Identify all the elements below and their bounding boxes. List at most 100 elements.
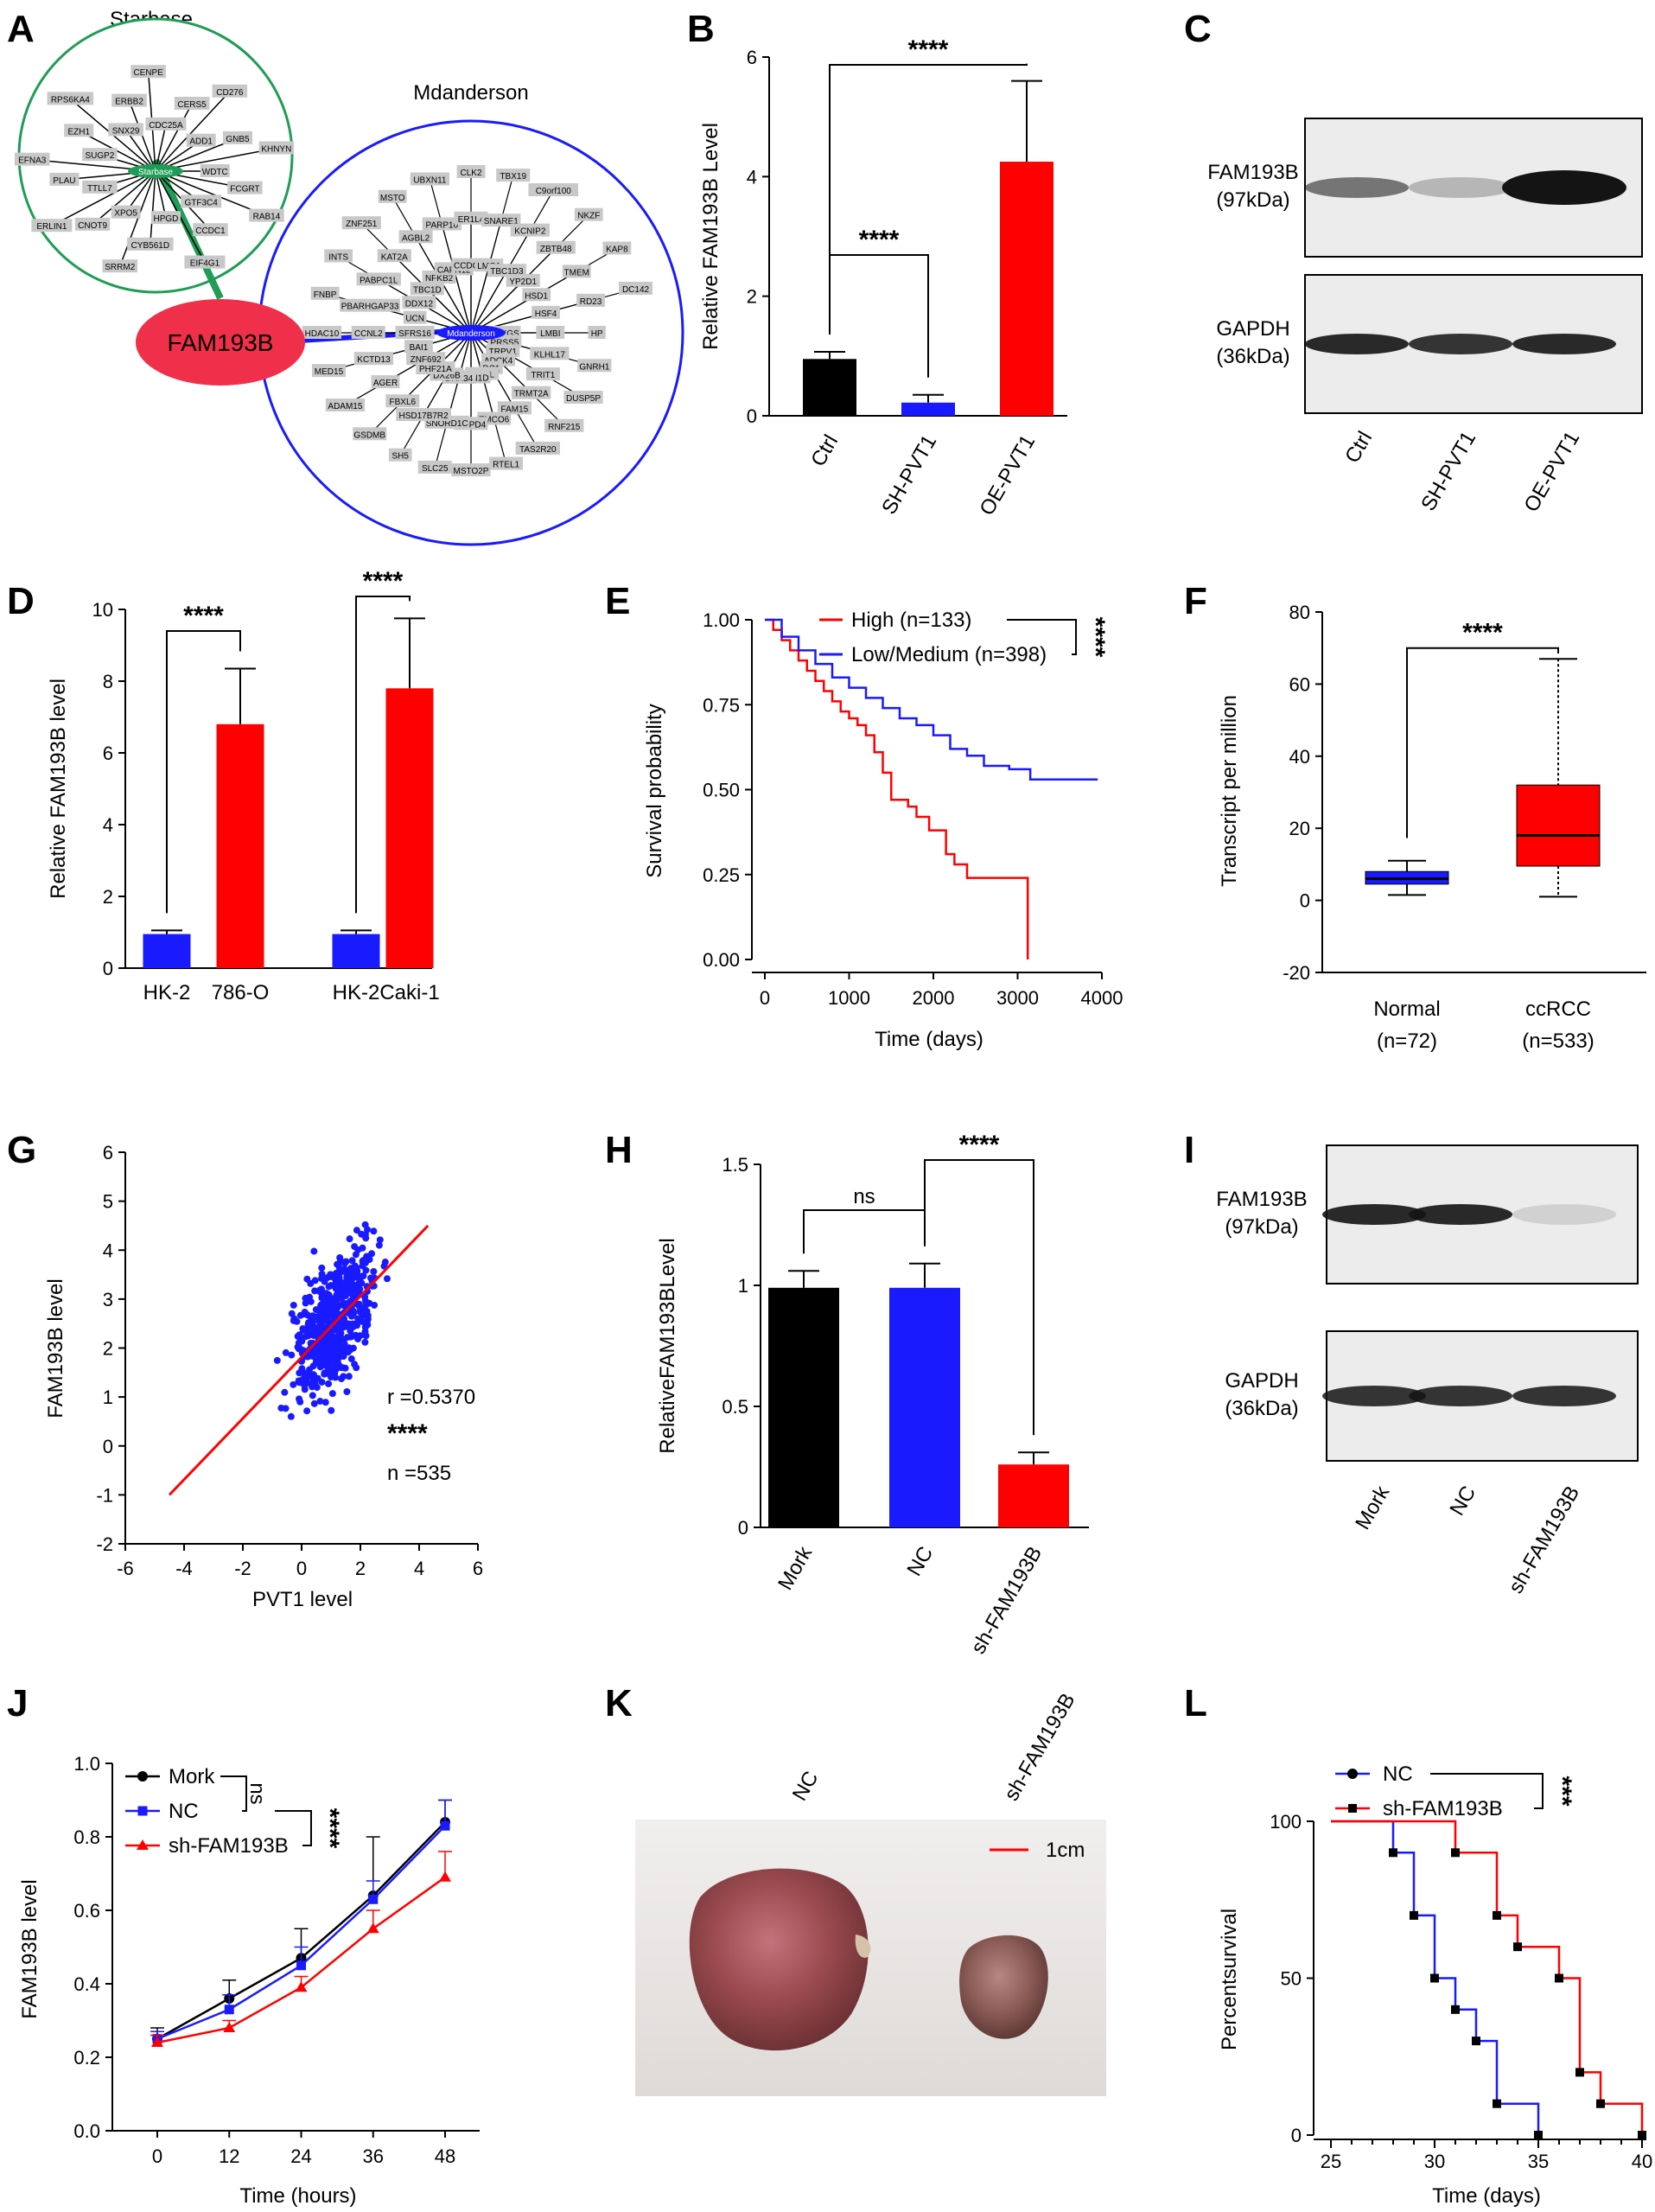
- significance-bracket: [924, 1159, 1034, 1436]
- x-tick-label: 40: [1632, 2151, 1652, 2172]
- node-label: HDAC10: [305, 329, 340, 339]
- marker: [223, 2022, 236, 2032]
- x-tick-label: HK-2: [143, 981, 191, 1004]
- scatter-point: [287, 1412, 295, 1420]
- node-box: [532, 305, 560, 319]
- y-axis-label: Transcript per million: [1218, 695, 1241, 887]
- y-axis-label: Relative FAM193B Level: [699, 123, 722, 350]
- scatter-point: [363, 1308, 371, 1316]
- node-box: [489, 456, 524, 470]
- node-label: KHNYN: [261, 144, 291, 154]
- node-box: [302, 326, 342, 339]
- y-tick-label: 0.25: [703, 864, 740, 886]
- node-label: UCN: [405, 315, 424, 324]
- scatter-point: [302, 1299, 309, 1307]
- scatter-point: [326, 1294, 334, 1302]
- photo-label-nc: NC: [788, 1767, 824, 1805]
- hub-label: FAM193B: [168, 329, 274, 356]
- scatter-point: [348, 1257, 356, 1265]
- edge: [470, 332, 507, 464]
- scatter-point: [313, 1324, 321, 1332]
- scatter-point: [315, 1306, 322, 1314]
- node-box: [371, 375, 400, 389]
- node-label: YP2D1: [509, 277, 537, 287]
- scatter-point: [344, 1344, 352, 1352]
- y-tick-label: 1.0: [73, 1753, 100, 1775]
- legend-marker: [1348, 1804, 1357, 1813]
- node-label: GNRH1: [579, 362, 609, 372]
- bar-3: [385, 688, 434, 968]
- x-tick-label: Ctrl: [806, 431, 843, 471]
- band-row1-lane1: [1409, 334, 1512, 354]
- scatter-point: [366, 1299, 373, 1307]
- lane-label: sh-FAM193B: [1504, 1482, 1584, 1598]
- node-label: EZH1: [67, 127, 90, 137]
- node-box: [82, 180, 118, 194]
- panel-h-bar-chart: 0 0.5 1 1.5 RelativeFAM193BLevel Mork NC sh-FAM…: [656, 1131, 1089, 1658]
- panel-g-scatter-plot: -2 -1 0 1 2 3 4 5 6 -6 -4 -2 0 2 4 6 FAM193B level PVT1 l…: [44, 1142, 483, 1611]
- scatter-point: [315, 1357, 322, 1365]
- band-row0-lane1: [1409, 1204, 1512, 1225]
- scatter-point: [345, 1271, 353, 1278]
- scatter-point: [309, 1379, 317, 1386]
- node-label: AGER: [373, 379, 398, 388]
- scatter-point: [355, 1300, 363, 1308]
- node-box: [258, 141, 295, 155]
- node-box: [417, 460, 452, 474]
- scatter-point: [340, 1373, 347, 1380]
- y-tick-label: 6: [103, 743, 113, 764]
- band-row1-lane2: [1512, 334, 1616, 354]
- panel-l-survival-curve: 0 50 100 25 30 35 40 Percentsurvival Time (days)…: [1218, 1763, 1652, 2208]
- legend-label: NC: [1383, 1763, 1413, 1786]
- y-tick-label: 0.5: [722, 1396, 748, 1418]
- blot-kda-label: (36kDa): [1225, 1397, 1298, 1420]
- blot-protein-label: GAPDH: [1225, 1369, 1298, 1393]
- y-tick-label: 0: [1300, 890, 1310, 912]
- band-row0-lane0: [1305, 177, 1409, 198]
- lane-label: SH-PVT1: [1416, 428, 1480, 515]
- legend-marker: [137, 1839, 149, 1850]
- node-box: [377, 249, 411, 263]
- x-tick-label: Normal: [1373, 998, 1440, 1021]
- scatter-point: [306, 1366, 314, 1374]
- node-box: [31, 219, 73, 233]
- y-tick-label: 0.75: [703, 694, 740, 716]
- scatter-point: [321, 1294, 328, 1302]
- scatter-point: [362, 1332, 370, 1340]
- scatter-point: [337, 1257, 345, 1265]
- node-label: NKZF: [577, 212, 600, 221]
- legend-marker: [137, 1806, 148, 1816]
- y-tick-label: 20: [1289, 818, 1310, 839]
- node-box: [588, 326, 606, 339]
- blot-protein-label: FAM193B: [1216, 1188, 1307, 1211]
- km-series-1: [765, 618, 1098, 781]
- node-label: TBC1D3: [490, 267, 524, 277]
- y-axis-label: Relative FAM193B level: [47, 679, 70, 899]
- marker: [366, 1922, 379, 1934]
- node-label: XPO5: [114, 209, 137, 219]
- node-box: [181, 194, 222, 208]
- x-tick-label: 30: [1424, 2151, 1445, 2172]
- node-label: HPGD: [153, 214, 178, 224]
- node-label: CENPE: [133, 68, 163, 78]
- scatter-point: [288, 1351, 296, 1359]
- panel-letter-i: I: [1184, 1129, 1194, 1171]
- node-label: EFNA3: [18, 156, 47, 166]
- scatter-point: [304, 1319, 312, 1327]
- panel-k-tumor-photo: 1cm NC sh-FAM193B: [635, 1689, 1106, 2096]
- node-label: KCNIP2: [514, 227, 546, 237]
- blot-kda-label: (97kDa): [1216, 188, 1289, 212]
- legend-stat: ****: [1081, 617, 1110, 658]
- edge: [470, 189, 554, 334]
- node-box: [47, 92, 94, 105]
- node-label: GNB5: [226, 135, 250, 144]
- scatter-point: [361, 1221, 369, 1228]
- scatter-point: [381, 1259, 389, 1266]
- censor-marker: [1513, 1942, 1522, 1952]
- scatter-point: [310, 1332, 318, 1340]
- node-box: [325, 398, 366, 412]
- survival-line-1: [1331, 1820, 1644, 2135]
- node-box: [530, 347, 570, 360]
- x-tick-label: 1000: [828, 987, 870, 1009]
- marker: [296, 1960, 306, 1971]
